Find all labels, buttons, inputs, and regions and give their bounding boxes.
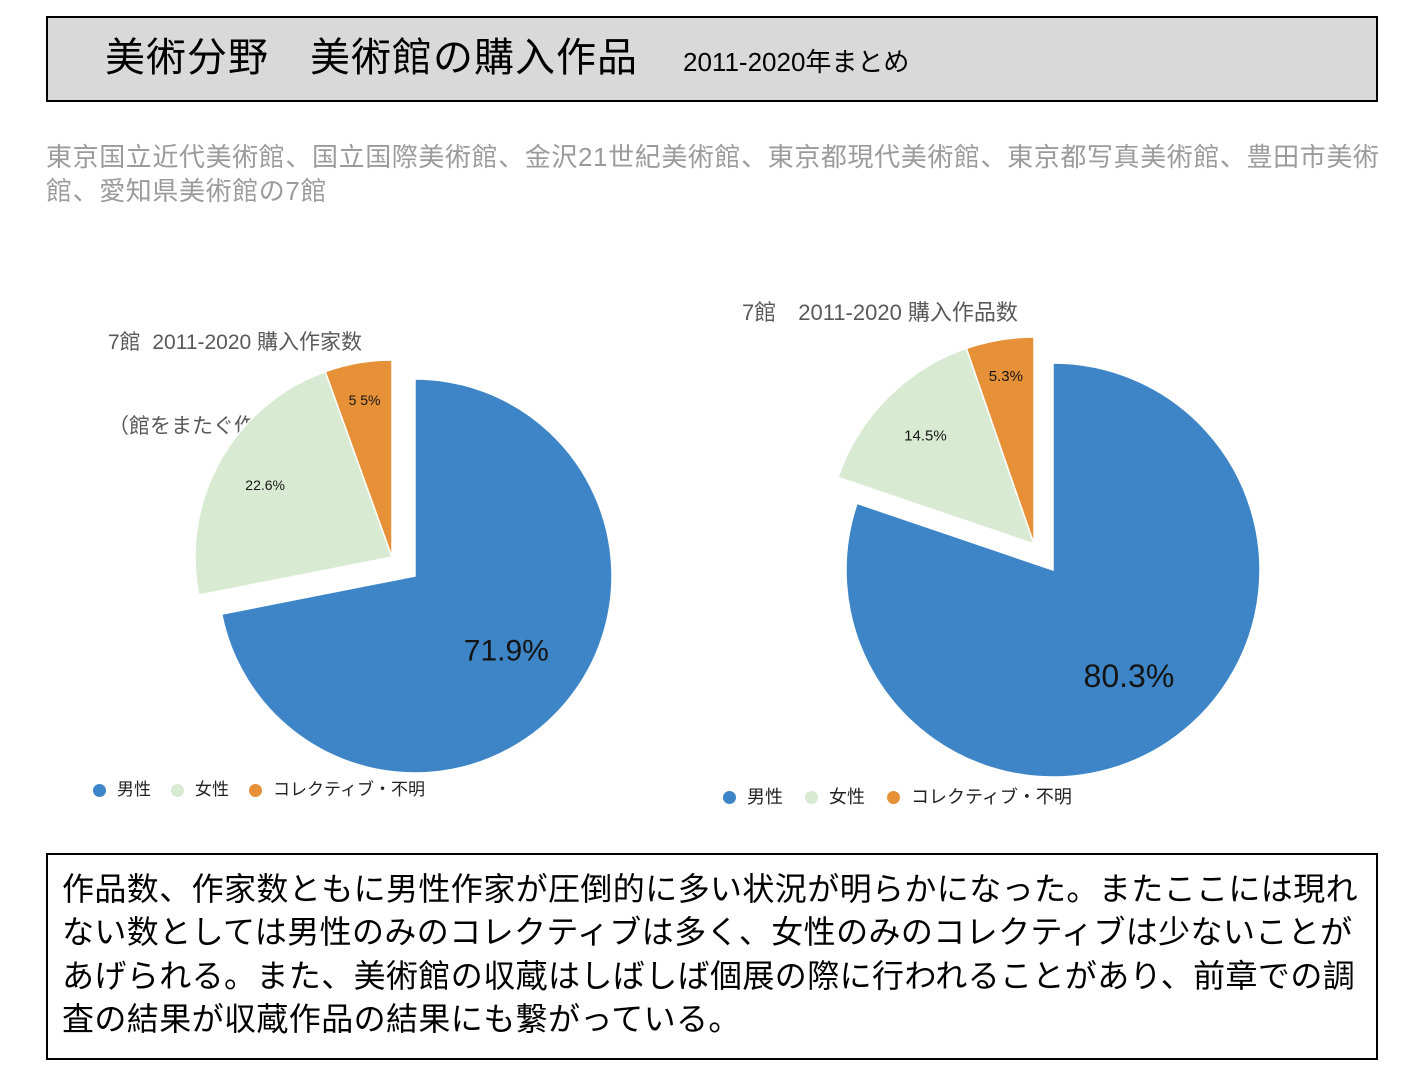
legend-item-male: 男性 [93, 779, 151, 801]
museum-list-line: 東京国立近代美術館、国立国際美術館、金沢21世紀美術館、東京都現代美術館、東京都… [46, 142, 1380, 172]
legend-label-female: 女性 [829, 787, 865, 807]
museum-list-line: 館、愛知県美術館の7館 [46, 176, 328, 206]
artists-slice-collective-unknown [324, 359, 393, 558]
works-pie-chart: 80.3% 14.5% 5.3% [837, 336, 1261, 778]
legend-label-female: 女性 [195, 780, 229, 799]
works-data-label-collective-unknown: 5.3% [989, 368, 1023, 385]
title-banner: 美術分野 美術館の購入作品 2011-2020年まとめ [46, 16, 1378, 102]
legend-item-female: 女性 [805, 786, 865, 808]
summary-box: 作品数、作家数ともに男性作家が圧倒的に多い状況が明らかになった。またここには現れ… [46, 853, 1378, 1060]
legend-dot-collective-unknown [249, 783, 262, 797]
works-data-label-female: 14.5% [904, 427, 947, 444]
summary-line: 査の結果が収蔵作品の結果にも繋がっている。 [62, 1000, 741, 1037]
works-slice-collective-unknown [965, 336, 1035, 545]
legend-dot-collective-unknown [887, 790, 900, 804]
artists-data-label-male: 71.9% [464, 635, 549, 668]
summary-text: 作品数、作家数ともに男性作家が圧倒的に多い状況が明らかになった。またここには現れ… [62, 868, 1358, 1041]
legend-item-male: 男性 [723, 786, 783, 808]
page-title: 美術分野 美術館の購入作品 [105, 36, 638, 80]
legend-label-collective-unknown: コレクティブ・不明 [273, 780, 425, 799]
legend-dot-male [723, 790, 736, 804]
legend-label-male: 男性 [747, 787, 783, 807]
works-chart-title-text: 7館 2011-2020 購入作品数 [742, 300, 1018, 325]
works-chart-title: 7館 2011-2020 購入作品数 [742, 243, 1018, 355]
summary-line: 作品数、作家数ともに男性作家が圧倒的に多い状況が明らかになった。またここには現れ [62, 871, 1359, 907]
artists-slice-male [220, 378, 613, 774]
artists-chart-title-text: 7館 2011-2020 購入作家数 [108, 331, 363, 354]
page-subtitle: 2011-2020年まとめ [683, 47, 910, 77]
legend-item-collective-unknown: コレクティブ・不明 [249, 779, 425, 801]
summary-line: あげられる。また、美術館の収蔵はしばしば個展の際に行われることがあり、前章での調 [62, 957, 1356, 994]
works-slice-female [837, 347, 1036, 546]
summary-line: ない数としては男性のみのコレクティブは多く、女性のみのコレクティブは少ないことが [62, 914, 1353, 951]
artists-pie-chart: 71.9% 22.6% 5 5% [194, 359, 613, 774]
works-chart-legend: 男性 女性 コレクティブ・不明 [723, 786, 1094, 808]
legend-dot-male [93, 783, 106, 797]
artists-data-label-female: 22.6% [245, 477, 285, 493]
legend-item-collective-unknown: コレクティブ・不明 [887, 786, 1072, 808]
legend-label-male: 男性 [117, 780, 151, 799]
works-data-label-male: 80.3% [1084, 658, 1175, 694]
artists-data-label-collective-unknown: 5 5% [349, 392, 381, 408]
museum-list: 東京国立近代美術館、国立国際美術館、金沢21世紀美術館、東京都現代美術館、東京都… [46, 140, 1380, 208]
legend-label-collective-unknown: コレクティブ・不明 [911, 787, 1072, 807]
legend-dot-female [805, 790, 818, 804]
legend-dot-female [171, 783, 184, 797]
artists-slice-female [194, 370, 394, 597]
legend-item-female: 女性 [171, 779, 229, 801]
works-slice-male [845, 362, 1261, 778]
artists-chart-legend: 男性 女性 コレクティブ・不明 [93, 779, 445, 801]
